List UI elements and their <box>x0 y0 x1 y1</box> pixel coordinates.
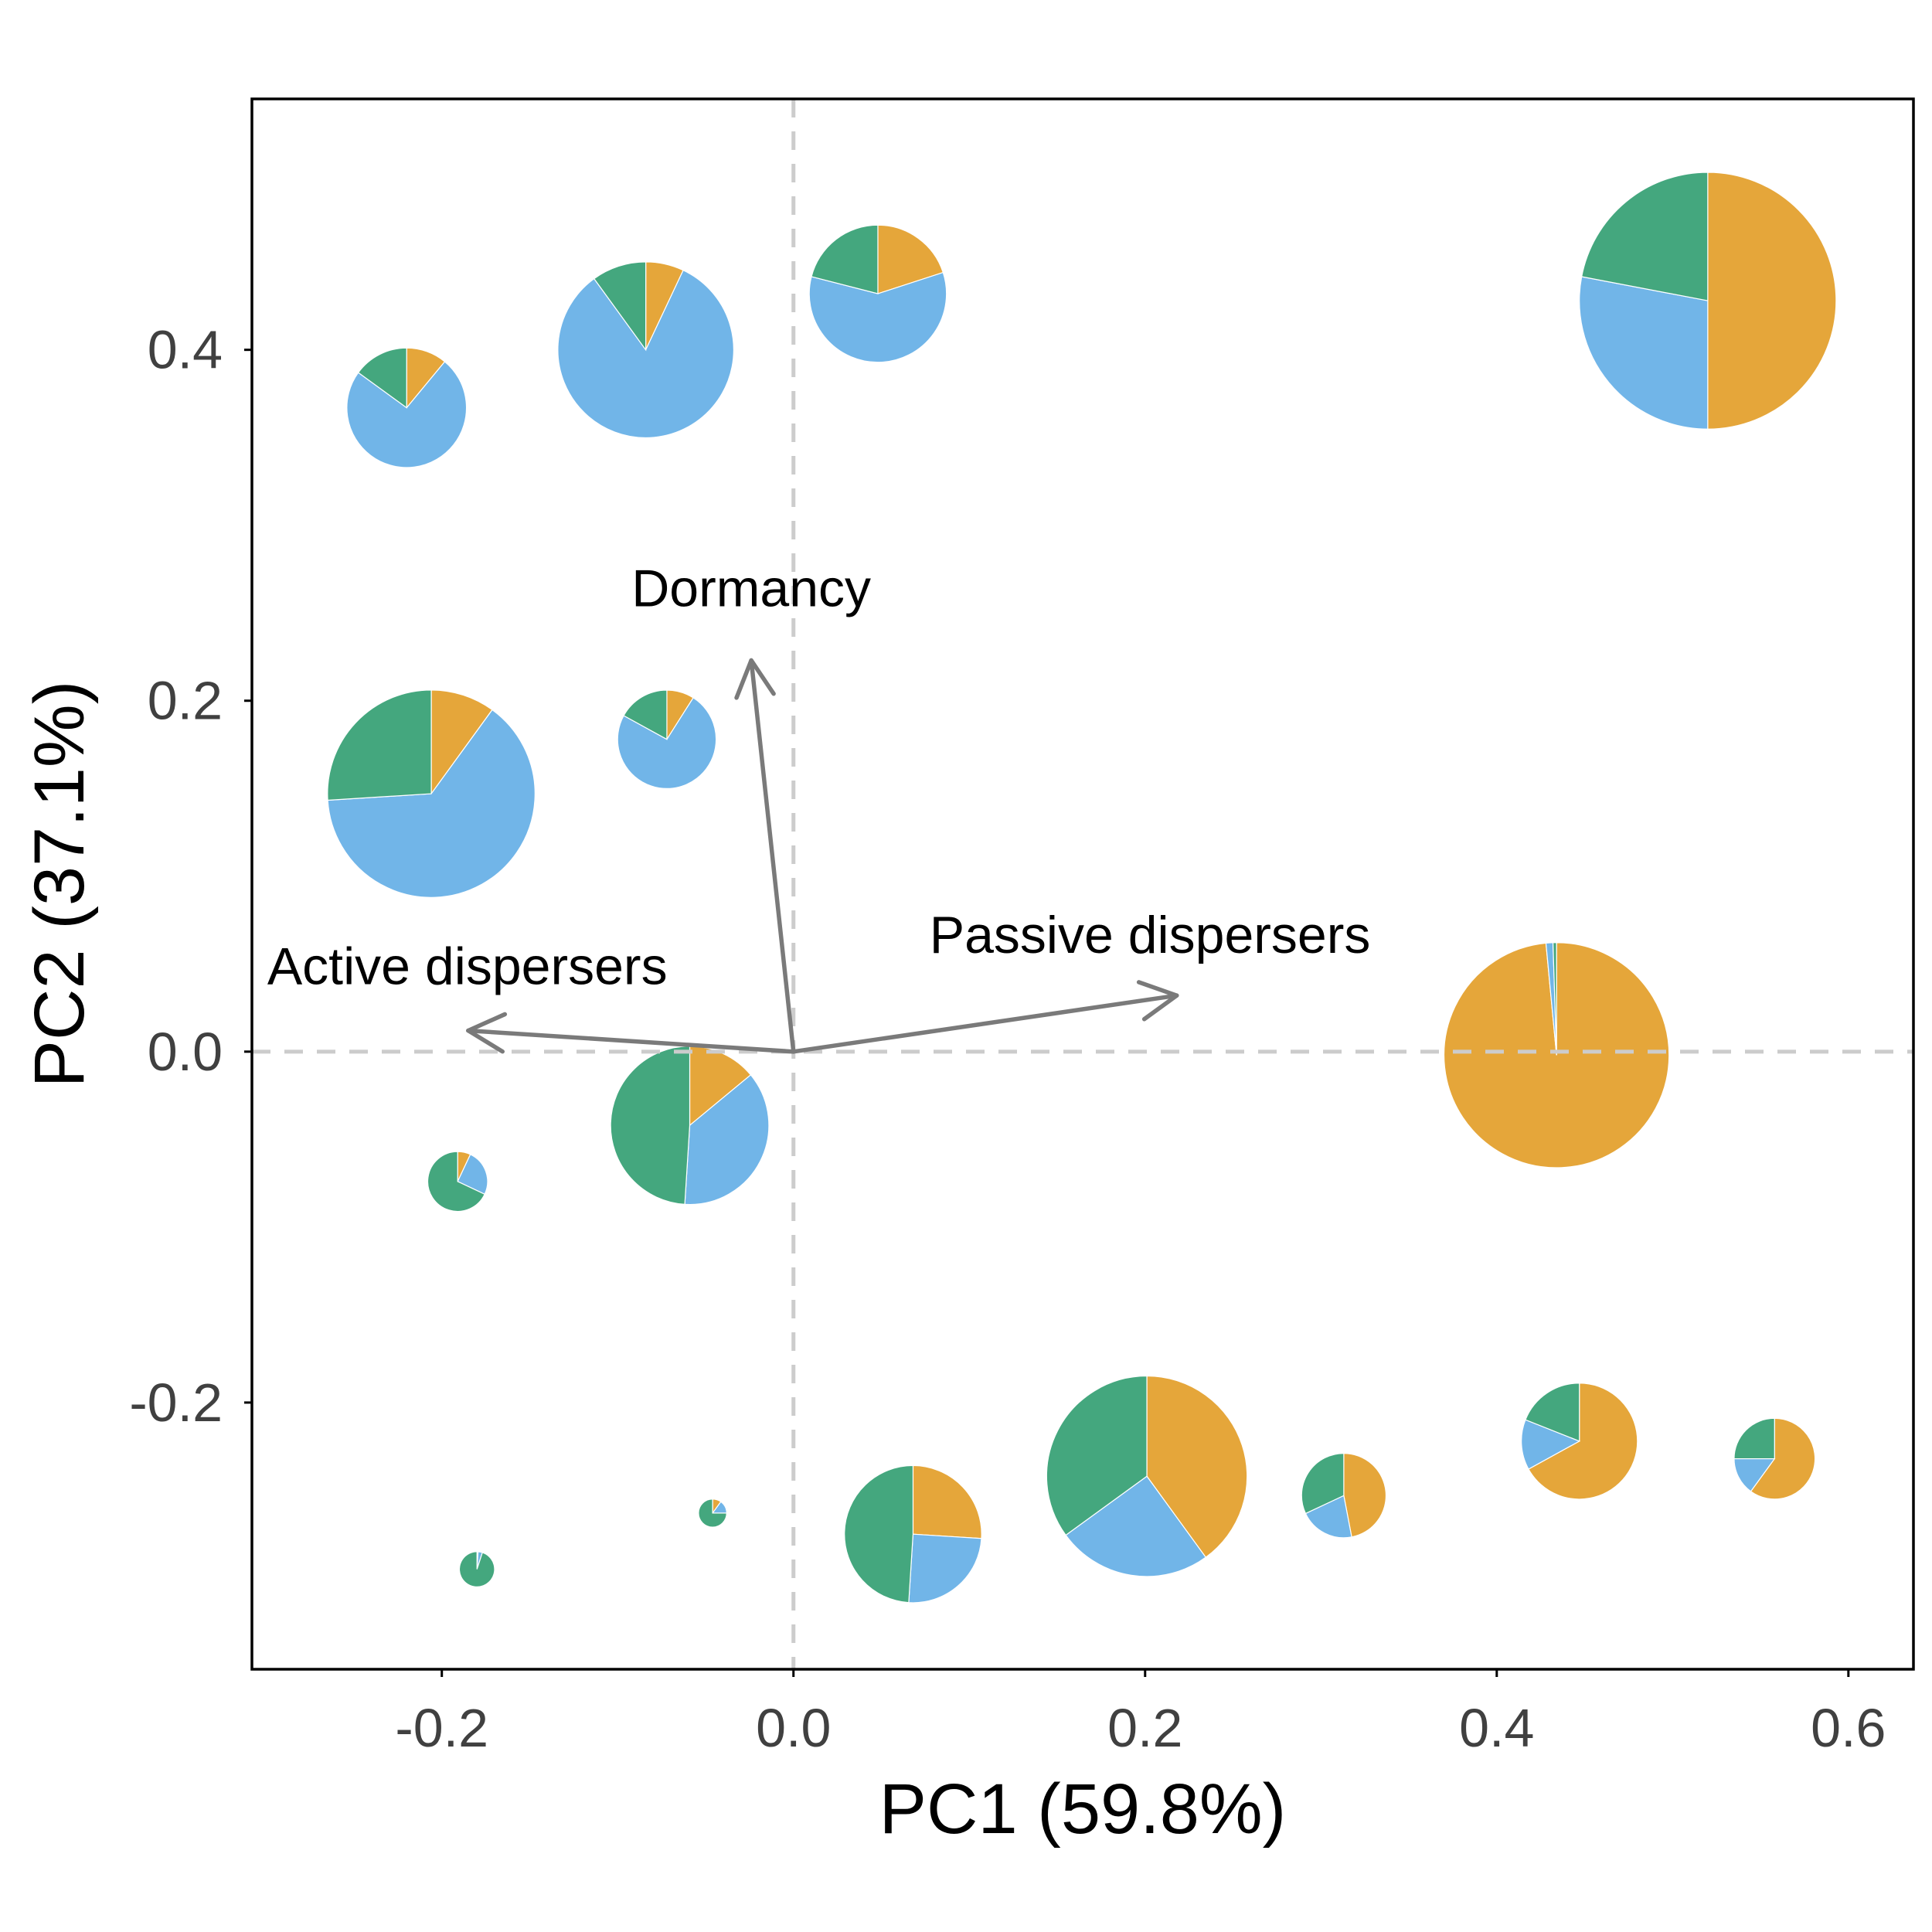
pie-marker <box>1733 1417 1816 1500</box>
loading-vector: Dormancy <box>631 560 871 1054</box>
y-tick-label: 0.4 <box>148 320 223 380</box>
pie-marker <box>1301 1453 1387 1539</box>
pie-marker <box>458 1551 495 1587</box>
pie-slice-orange <box>912 1464 982 1539</box>
pie-slice-green <box>458 1551 495 1587</box>
vector-arrowhead <box>734 658 776 700</box>
pie-marker <box>1579 172 1837 430</box>
vector-arrowhead <box>466 1012 508 1054</box>
pie-marker <box>557 261 734 438</box>
pie-slice-green <box>1733 1417 1775 1460</box>
x-tick-label: 0.0 <box>756 1698 831 1758</box>
pie-slice-blue <box>1521 1419 1581 1470</box>
pie-slice-green <box>623 689 668 740</box>
pie-marker <box>346 347 468 468</box>
loading-vector: Passive dispersers <box>791 906 1371 1054</box>
vector-label: Passive dispersers <box>930 906 1371 964</box>
pie-slice-blue <box>908 1533 982 1604</box>
axis-ticks: -0.2 0.0 0.2 0.4 0.6 -0.2 0.0 0.2 0.4 <box>129 320 1886 1758</box>
pie-marker <box>698 1498 727 1528</box>
pie-slice-orange <box>1343 1453 1387 1538</box>
pie-slice-blue <box>684 1074 770 1206</box>
pie-marker <box>610 1046 770 1206</box>
y-tick-label: 0.0 <box>148 1022 223 1082</box>
pie-slice-blue <box>1304 1495 1352 1539</box>
vector-shaft <box>466 1028 796 1054</box>
plot-area <box>327 172 1837 1604</box>
pie-slice-blue <box>346 361 468 468</box>
pie-slice-green <box>698 1498 727 1528</box>
pie-slice-blue <box>808 271 947 363</box>
x-tick-label: 0.4 <box>1459 1698 1534 1758</box>
pie-marker <box>327 689 536 898</box>
y-axis-title: PC2 (37.1%) <box>20 681 99 1088</box>
x-tick-label: -0.2 <box>395 1698 488 1758</box>
x-tick-label: 0.2 <box>1107 1698 1182 1758</box>
pie-slice-blue <box>1579 276 1709 430</box>
pie-marker <box>808 224 947 363</box>
pie-slice-green <box>357 347 407 409</box>
pie-slice-green <box>1301 1453 1345 1515</box>
pie-slice-orange <box>430 689 493 795</box>
pie-marker <box>1046 1375 1248 1577</box>
y-tick-label: 0.2 <box>148 671 223 731</box>
pie-slice-orange <box>1528 1383 1638 1500</box>
pie-slice-green <box>1046 1375 1148 1536</box>
pie-slice-green <box>844 1464 914 1604</box>
plot-frame <box>250 97 1915 1671</box>
vector-label: Active dispersers <box>267 937 668 996</box>
loading-vector: Active dispersers <box>267 937 796 1054</box>
pie-slice-green <box>1552 942 1557 1056</box>
pie-slice-orange <box>1750 1417 1816 1500</box>
zero-reference-lines <box>252 99 1913 1669</box>
pie-slice-green <box>593 261 647 352</box>
pie-slice-blue <box>1065 1475 1207 1577</box>
pie-marker <box>617 689 717 789</box>
pie-slice-blue <box>1733 1458 1776 1492</box>
pie-slice-green <box>811 224 879 294</box>
pie-marker <box>844 1464 982 1604</box>
pie-slice-green <box>610 1046 691 1205</box>
pie-slice-green <box>427 1151 485 1213</box>
pie-slice-blue <box>557 269 734 438</box>
pie-slice-blue <box>617 697 717 789</box>
pie-slice-green <box>1525 1383 1580 1442</box>
vector-label: Dormancy <box>631 560 871 618</box>
loading-vectors: Dormancy Active dispersers Passive dispers… <box>267 560 1371 1054</box>
pie-slice-orange <box>877 224 944 294</box>
pie-slice-blue <box>457 1154 488 1196</box>
vector-shaft <box>749 658 796 1054</box>
vector-shaft <box>791 993 1179 1054</box>
x-tick-label: 0.6 <box>1811 1698 1886 1758</box>
pie-marker <box>427 1151 488 1213</box>
x-axis-title: PC1 (59.8%) <box>879 1770 1287 1849</box>
pie-slice-green <box>327 689 432 801</box>
pie-marker <box>1444 942 1670 1168</box>
y-tick-label: -0.2 <box>129 1372 223 1433</box>
pie-slice-orange <box>1146 1375 1248 1559</box>
vector-arrowhead <box>1136 980 1179 1022</box>
pie-slice-blue <box>327 709 536 898</box>
pie-slice-orange <box>1707 172 1837 430</box>
pie-marker <box>1521 1383 1638 1500</box>
pie-slice-green <box>1580 172 1709 301</box>
